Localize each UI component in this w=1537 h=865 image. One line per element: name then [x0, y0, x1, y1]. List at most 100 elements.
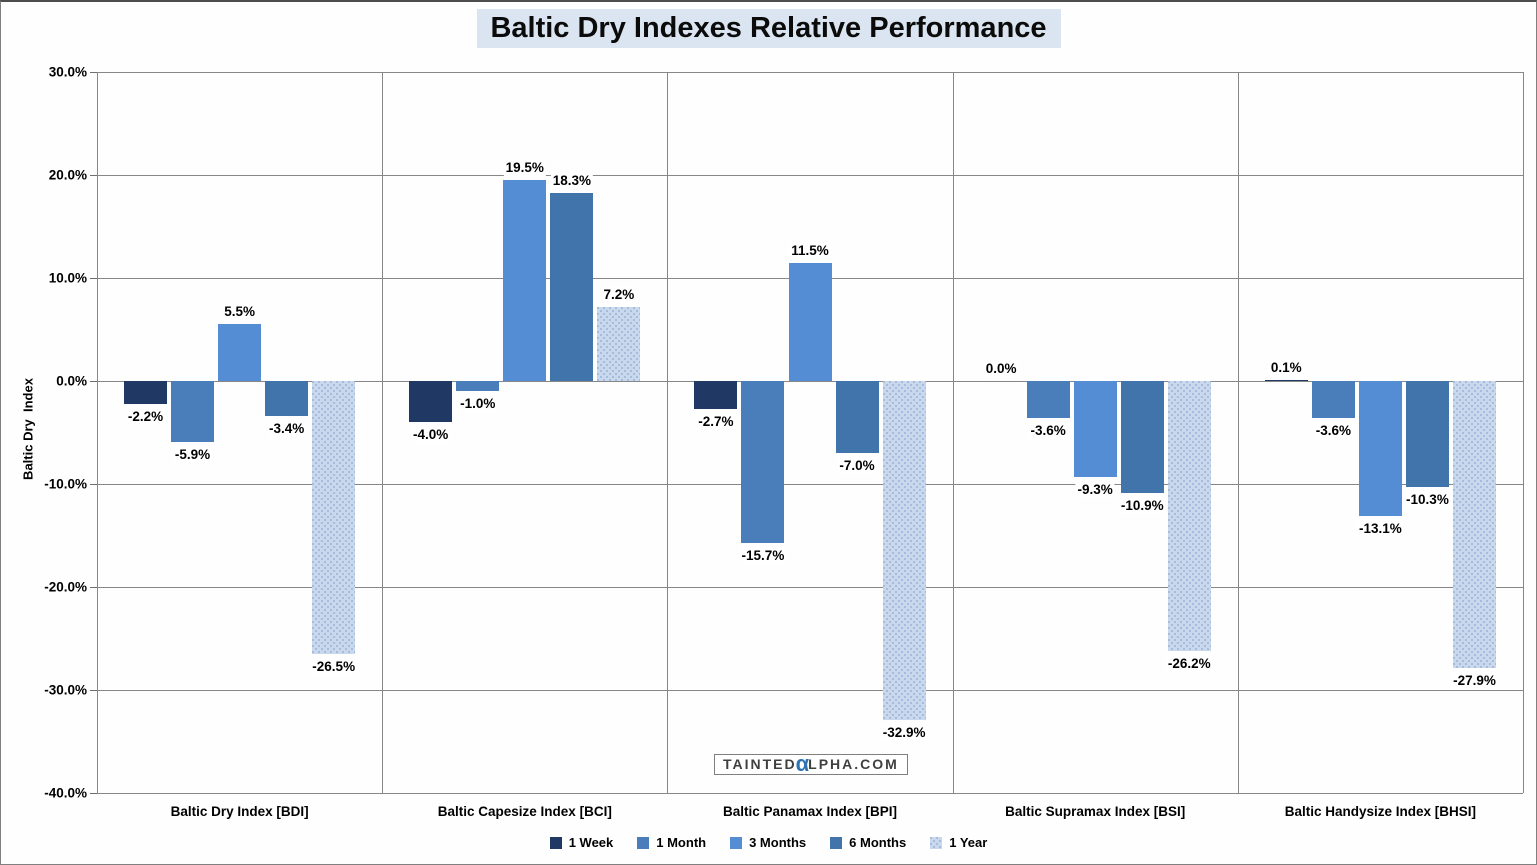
y-tick-label: 0.0% — [56, 373, 87, 389]
y-axis-tick — [90, 793, 97, 794]
legend-label: 3 Months — [749, 835, 807, 850]
watermark-alpha-glyph: α — [795, 751, 810, 776]
h-gridline — [97, 690, 1523, 691]
h-gridline — [97, 484, 1523, 485]
bar-1-month — [456, 381, 500, 392]
bar-1-month — [741, 381, 785, 543]
category-label: Baltic Dry Index [BDI] — [170, 804, 309, 819]
bar-3-months — [788, 262, 832, 381]
bar-value-label: 11.5% — [789, 241, 831, 259]
chart-title: Baltic Dry Indexes Relative Performance — [476, 9, 1061, 48]
bar-6-months — [1405, 381, 1449, 488]
y-axis-title: Baltic Dry Index — [20, 378, 36, 480]
y-tick-label: 30.0% — [48, 64, 87, 80]
bar-value-label: -1.0% — [458, 395, 498, 413]
legend-item: 1 Year — [930, 835, 987, 850]
h-gridline — [97, 381, 1523, 382]
bar-1-year — [882, 381, 926, 720]
y-axis-tick — [90, 72, 97, 73]
y-axis-tick — [90, 587, 97, 588]
bar-value-label: -15.7% — [739, 546, 787, 564]
legend-item: 6 Months — [830, 835, 906, 850]
legend-swatch — [830, 836, 843, 849]
y-axis-tick — [90, 278, 97, 279]
bar-value-label: 0.0% — [983, 360, 1019, 377]
bar-1-year — [597, 306, 641, 381]
category-separator — [667, 72, 668, 793]
legend-label: 1 Month — [656, 835, 707, 850]
bar-value-label: 5.5% — [222, 303, 257, 321]
bar-value-label: -32.9% — [880, 723, 928, 741]
y-tick-label: 10.0% — [48, 270, 87, 286]
bar-1-week — [694, 381, 738, 409]
bar-value-label: -27.9% — [1451, 672, 1498, 690]
bar-6-months — [550, 192, 594, 381]
y-tick-label: 20.0% — [48, 167, 87, 183]
bar-1-week — [124, 381, 167, 404]
category-label: Baltic Handysize Index [BHSI] — [1284, 804, 1477, 819]
h-gridline — [97, 72, 1523, 73]
bar-1-week — [1264, 379, 1308, 381]
legend-item: 1 Week — [549, 835, 613, 850]
legend: 1 Week 1 Month 3 Months 6 Months 1 Year — [1, 835, 1536, 850]
h-gridline — [97, 175, 1523, 176]
category-separator — [382, 72, 383, 793]
bar-value-label: -3.6% — [1028, 422, 1068, 440]
bar-value-label: -26.5% — [310, 657, 358, 675]
y-tick-label: -30.0% — [44, 682, 87, 698]
category-separator — [1238, 72, 1239, 793]
bar-1-month — [1026, 381, 1070, 419]
h-gridline — [97, 793, 1523, 794]
bar-value-label: -26.2% — [1165, 654, 1213, 672]
legend-swatch — [730, 836, 743, 849]
watermark-badge: TAINTED α LPHA.COM — [714, 751, 908, 776]
bar-1-month — [1311, 381, 1355, 419]
plot-right-border — [1523, 72, 1524, 793]
legend-item: 1 Month — [637, 835, 706, 850]
bar-3-months — [503, 180, 547, 381]
category-separator — [953, 72, 954, 793]
bar-value-label: 0.1% — [1268, 358, 1304, 376]
bar-3-months — [1073, 381, 1117, 477]
watermark-text-pre: TAINTED — [723, 756, 797, 772]
y-axis-tick — [90, 175, 97, 176]
bar-value-label: -5.9% — [172, 445, 213, 463]
bar-1-week — [409, 381, 453, 423]
y-axis-tick — [90, 381, 97, 382]
bar-value-label: 7.2% — [601, 285, 637, 303]
bar-3-months — [1358, 381, 1402, 516]
watermark-text-post: LPHA.COM — [808, 756, 899, 772]
y-axis-tick — [90, 484, 97, 485]
bar-1-month — [171, 381, 215, 442]
bar-value-label: 18.3% — [550, 171, 593, 189]
bar-value-label: -10.3% — [1404, 491, 1451, 509]
h-gridline — [97, 587, 1523, 588]
bar-value-label: -3.4% — [267, 420, 307, 438]
plot-area: -2.2% -5.9% 5.5% -3.4% -26.5% -4.0% -1.0% 19.5%… — [97, 72, 1524, 794]
bar-6-months — [835, 381, 879, 454]
bar-value-label: -13.1% — [1357, 519, 1404, 537]
bar-1-year — [312, 381, 356, 654]
y-tick-label: -10.0% — [44, 476, 87, 492]
bar-value-label: -10.9% — [1118, 497, 1166, 515]
legend-label: 1 Year — [949, 835, 988, 850]
legend-swatch — [930, 836, 943, 849]
y-axis-line — [97, 72, 98, 793]
bar-value-label: -7.0% — [837, 457, 877, 475]
y-tick-label: -20.0% — [44, 579, 87, 595]
bar-value-label: -2.2% — [125, 407, 166, 425]
legend-item: 3 Months — [730, 835, 806, 850]
bar-value-label: -4.0% — [411, 426, 451, 444]
bar-1-year — [1167, 381, 1211, 651]
category-label: Baltic Supramax Index [BSI] — [1005, 804, 1186, 819]
bar-value-label: 19.5% — [503, 159, 546, 177]
category-label: Baltic Panamax Index [BPI] — [722, 804, 898, 819]
bar-6-months — [1120, 381, 1164, 494]
legend-swatch — [637, 836, 650, 849]
legend-label: 6 Months — [849, 835, 907, 850]
legend-swatch — [549, 836, 562, 849]
bar-value-label: -2.7% — [696, 412, 736, 430]
y-axis-tick — [90, 690, 97, 691]
bar-value-label: -9.3% — [1075, 480, 1115, 498]
y-tick-label: -40.0% — [44, 785, 87, 801]
